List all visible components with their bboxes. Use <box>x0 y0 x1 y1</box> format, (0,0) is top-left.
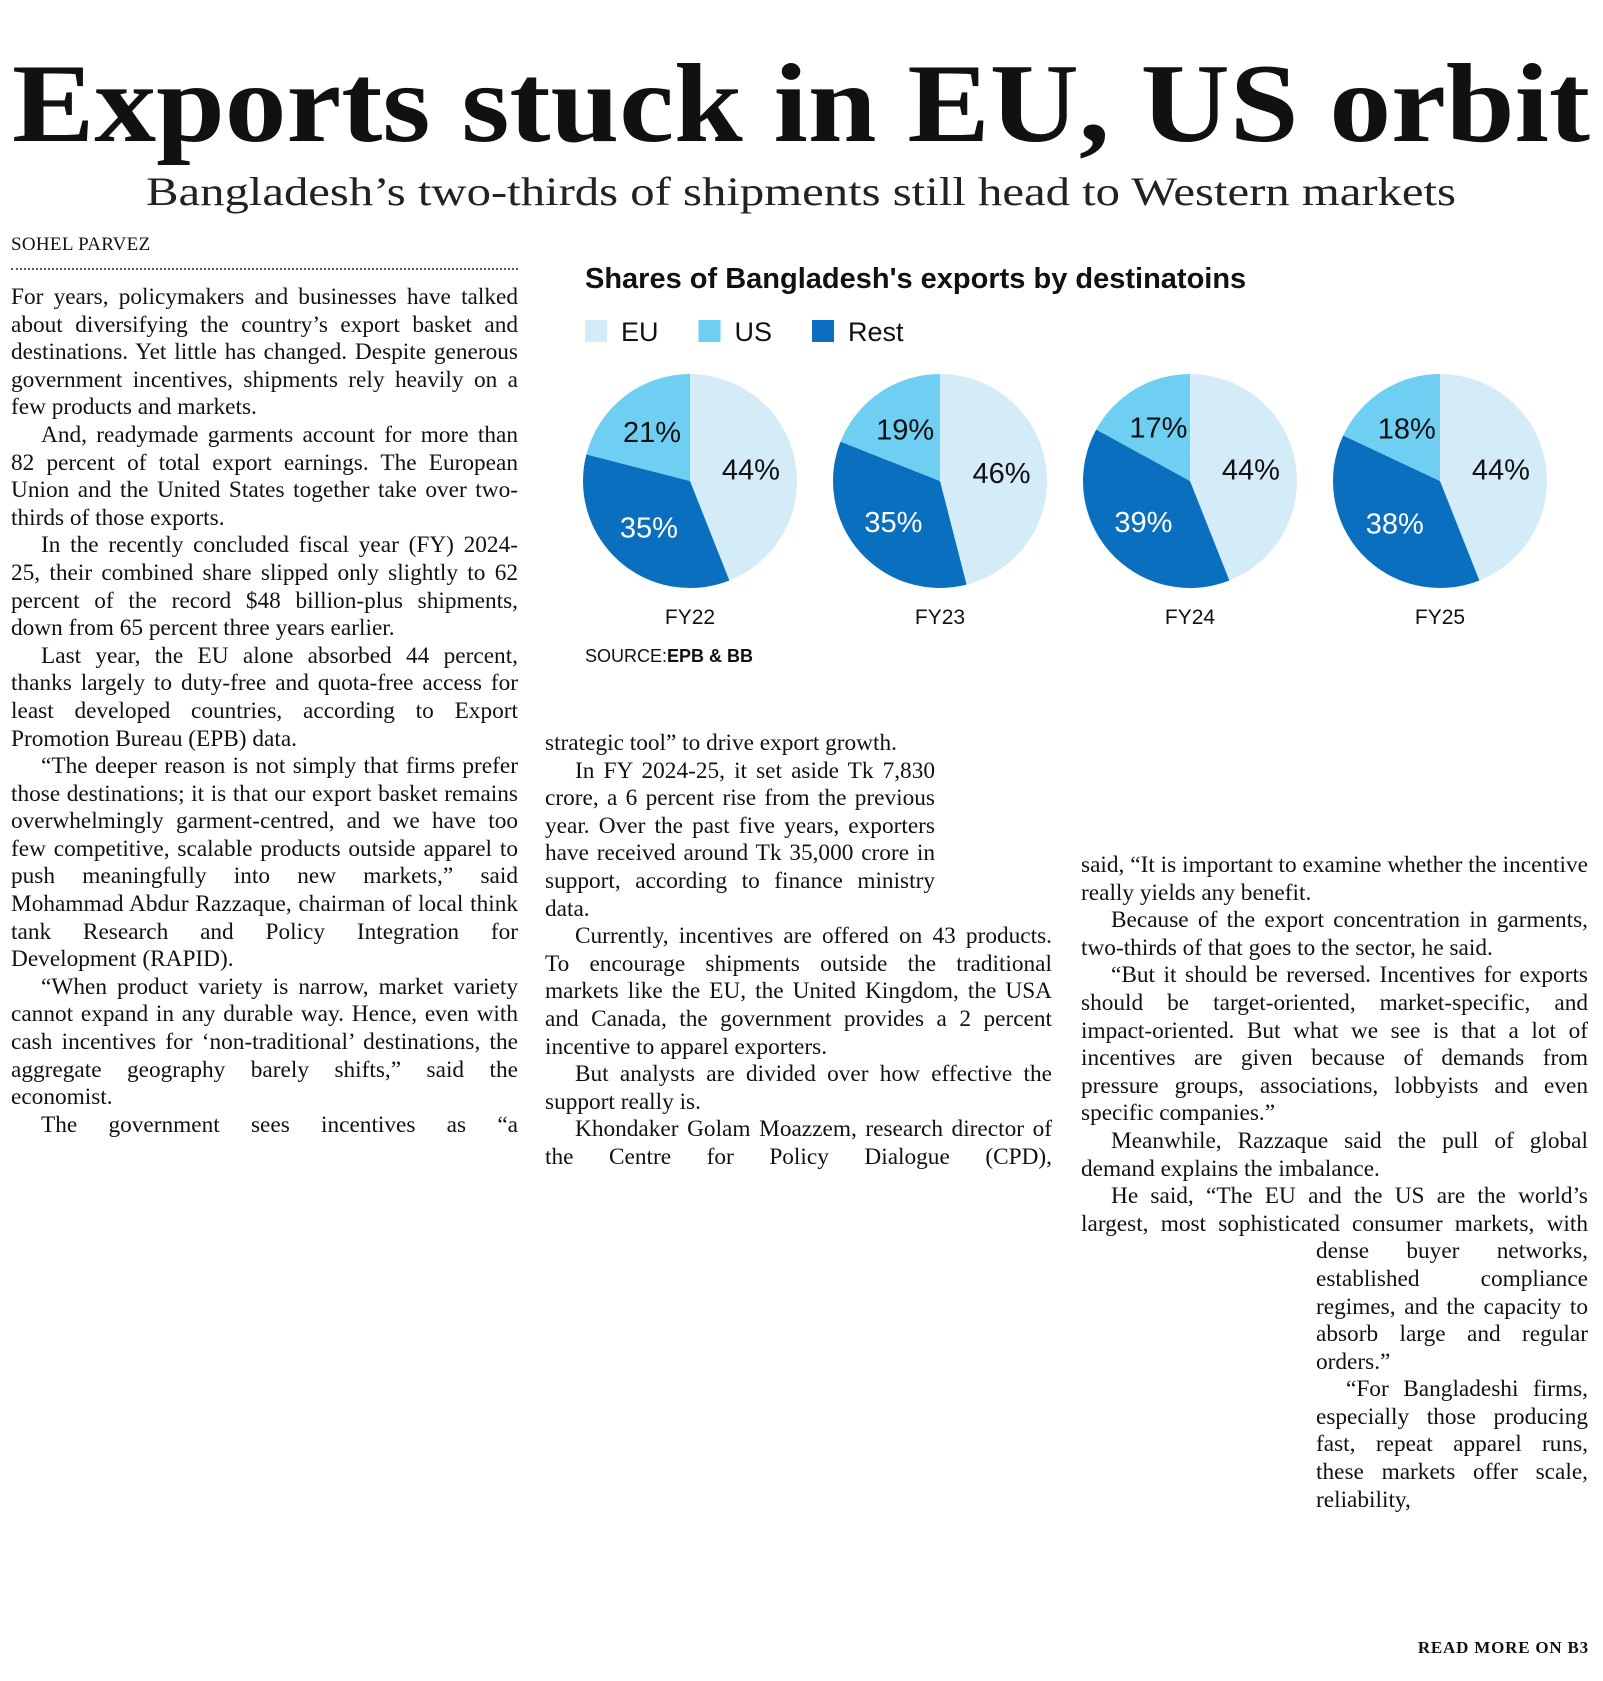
paragraph: “For Bangladeshi firms, especially those… <box>1316 1376 1588 1513</box>
pie-slice <box>1096 374 1190 481</box>
paragraph: Because of the export concentration in g… <box>1081 907 1588 961</box>
pie-slice <box>586 374 690 481</box>
byline: SOHEL PARVEZ <box>11 234 151 255</box>
pie-slice <box>940 374 1047 585</box>
legend-label: US <box>735 317 773 347</box>
pie-slice <box>1083 429 1230 588</box>
pie-slice <box>690 374 797 581</box>
paragraph: strategic tool” to drive export growth. <box>545 730 897 756</box>
paragraph: “The deeper reason is not simply that fi… <box>11 753 518 973</box>
slice-label: 44% <box>1472 454 1530 486</box>
subheadline: Bangladesh’s two-thirds of shipments sti… <box>146 169 1456 214</box>
paragraph: Last year, the EU alone absorbed 44 perc… <box>11 642 518 752</box>
slice-label: 38% <box>1366 508 1424 540</box>
slice-label: 44% <box>722 454 780 486</box>
paragraph: “When product variety is narrow, market … <box>11 973 518 1111</box>
spacer <box>935 730 1052 870</box>
category-label: FY22 <box>665 606 715 629</box>
spacer <box>1081 1240 1316 1660</box>
paragraph: And, readymade garments account for more… <box>11 421 518 531</box>
source-label: SOURCE: <box>585 646 667 666</box>
legend-swatch <box>698 320 721 342</box>
headline-block: Exports stuck in EU, US orbit Bangladesh… <box>12 42 1590 214</box>
pie-slice <box>583 454 730 588</box>
divider <box>11 268 518 270</box>
read-more: READ MORE ON B3 <box>1417 1638 1589 1657</box>
category-label: FY25 <box>1415 606 1465 629</box>
slice-label: 46% <box>973 458 1031 490</box>
paragraph: Khondaker Golam Moazzem, research direct… <box>545 1116 1052 1170</box>
slice-label: 44% <box>1222 454 1280 486</box>
paragraph: Currently, incentives are offered on 43 … <box>545 923 1052 1060</box>
paragraph: said, “It is important to examine whethe… <box>1081 852 1588 906</box>
slice-label: 18% <box>1378 414 1436 446</box>
column: said, “It is important to examine whethe… <box>1081 852 1588 1660</box>
legend-label: EU <box>621 317 659 347</box>
pie-slice <box>833 441 967 588</box>
category-label: FY24 <box>1165 606 1216 629</box>
slice-label: 35% <box>620 513 678 545</box>
pie-slice <box>840 374 940 481</box>
chart-title: Shares of Bangladesh's exports by destin… <box>585 263 1246 295</box>
paragraph: Meanwhile, Razzaque said the pull of glo… <box>1081 1127 1588 1182</box>
paragraph: In FY 2024-25, it set aside Tk 7,830 cro… <box>545 757 935 922</box>
chart: Shares of Bangladesh's exports by destin… <box>583 263 1547 666</box>
slice-label: 21% <box>623 417 681 449</box>
category-label: FY23 <box>915 606 965 629</box>
paragraph: In the recently concluded fiscal year (F… <box>11 532 518 642</box>
slice-label: 19% <box>876 415 934 447</box>
paragraph: But analysts are divided over how effect… <box>545 1061 1052 1115</box>
column: For years, policymakers and businesses h… <box>11 284 518 1139</box>
pie-slice <box>1333 435 1480 588</box>
legend-swatch <box>585 320 607 342</box>
slice-label: 17% <box>1129 413 1187 445</box>
paragraph: “But it should be reversed. Incentives f… <box>1081 962 1588 1127</box>
slice-label: 39% <box>1114 507 1172 539</box>
paragraph: The government sees incentives as “a <box>41 1111 518 1138</box>
headline: Exports stuck in EU, US orbit <box>12 42 1590 166</box>
pie-slice <box>1440 374 1547 581</box>
chart-source: SOURCE:EPB & BB <box>585 646 753 666</box>
pie-slice <box>1190 374 1297 581</box>
slice-label: 35% <box>864 507 922 539</box>
paragraph: For years, policymakers and businesses h… <box>11 284 518 421</box>
column: strategic tool” to drive export growth. … <box>545 730 1052 1172</box>
source-text: EPB & BB <box>667 646 753 666</box>
legend-label: Rest <box>848 317 904 347</box>
paragraph: He said, “The EU and the US are the worl… <box>1081 1183 1588 1375</box>
legend-swatch <box>812 320 835 342</box>
pie-slice <box>1343 374 1440 481</box>
